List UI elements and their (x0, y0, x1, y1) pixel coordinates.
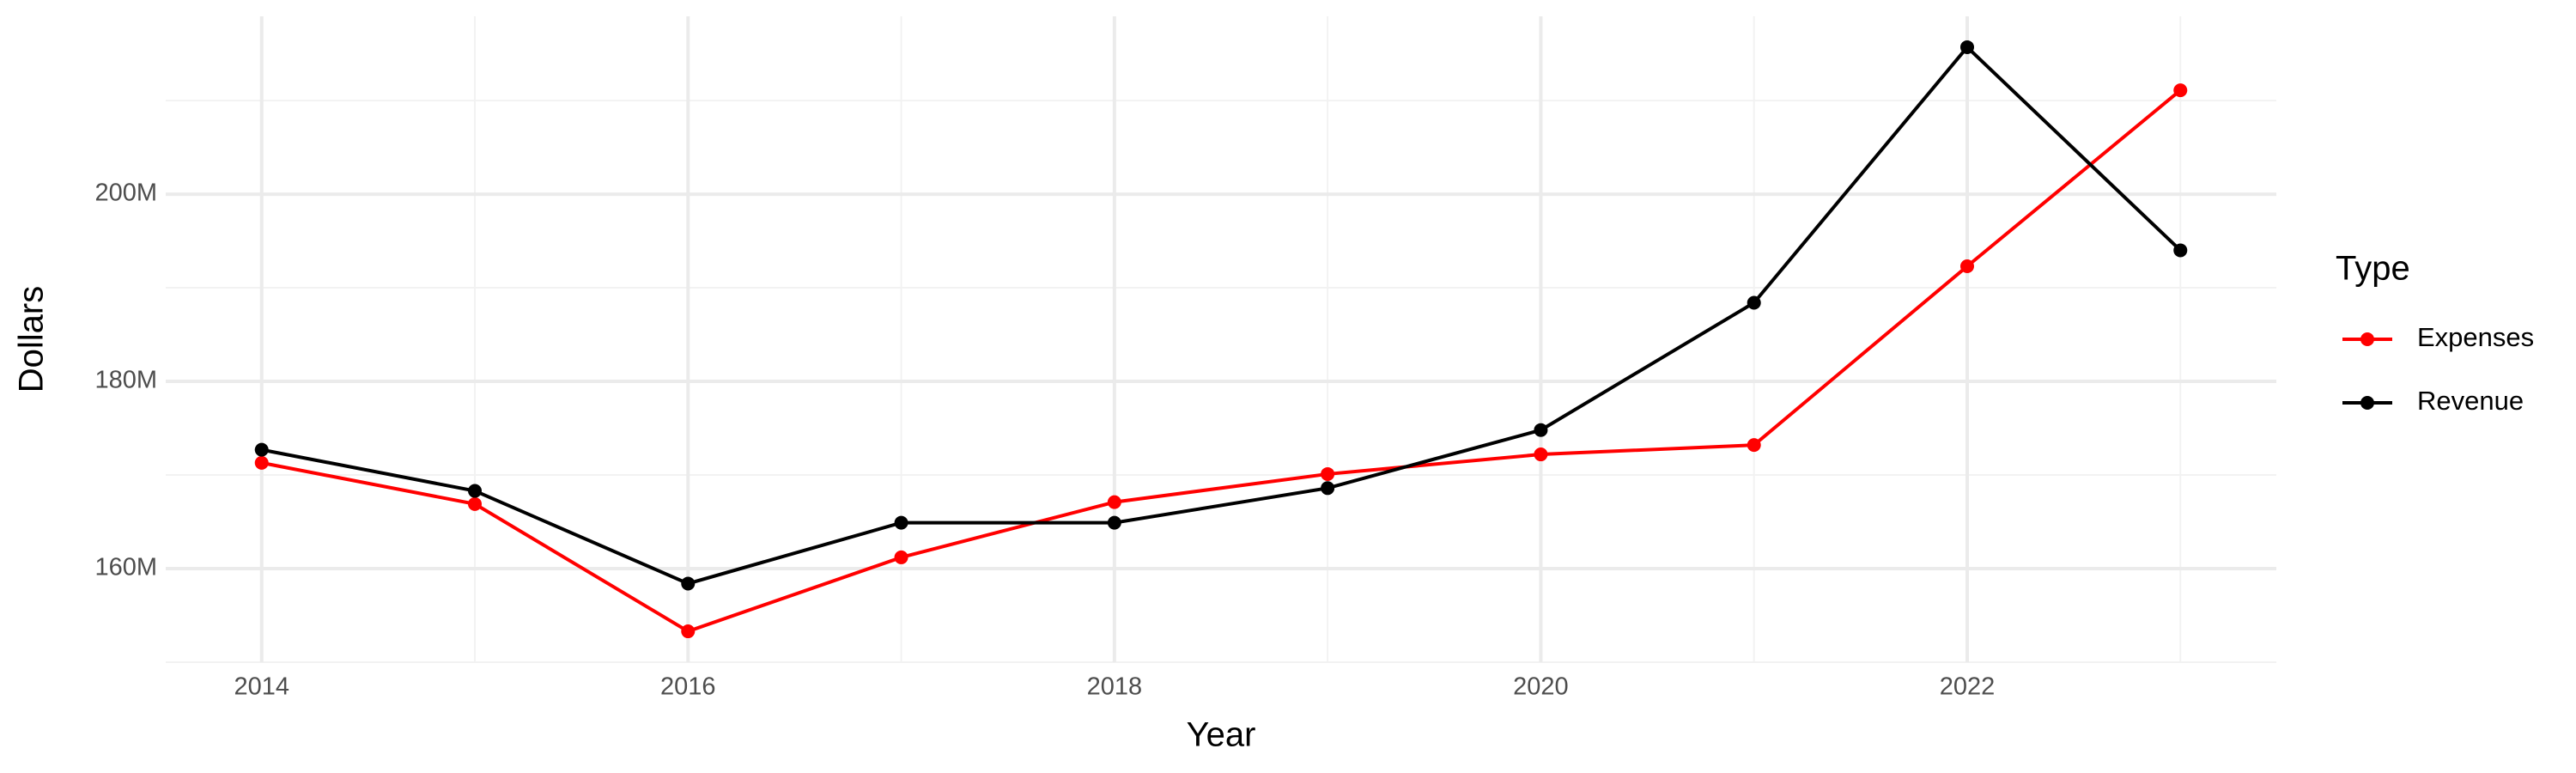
y-tick-label: 180M (94, 367, 157, 394)
series-line (261, 88, 2182, 634)
x-tick-label: 2022 (1940, 673, 1996, 701)
legend-label: Expenses (2417, 322, 2534, 352)
x-axis-title: Year (1187, 716, 1256, 754)
point (468, 484, 483, 498)
x-tick-label: 2014 (234, 673, 289, 701)
point (681, 624, 696, 639)
x-tick-label: 2020 (1513, 673, 1569, 701)
legend-key-point (2360, 396, 2374, 410)
point (254, 442, 269, 457)
point (1321, 466, 1335, 481)
y-axis-title: Dollars (13, 286, 51, 393)
y-tick-label: 200M (94, 180, 157, 207)
point (468, 496, 483, 511)
legend-label: Revenue (2417, 386, 2524, 416)
x-tick-label: 2018 (1087, 673, 1143, 701)
point (1321, 481, 1335, 496)
point (1534, 423, 1548, 437)
x-tick-label: 2016 (660, 673, 716, 701)
point (1107, 495, 1121, 509)
point (2173, 243, 2188, 258)
point (1959, 40, 1974, 54)
point (1747, 438, 1761, 453)
series-line (261, 45, 2182, 586)
point (894, 515, 908, 530)
point (2173, 83, 2188, 98)
y-tick-label: 160M (94, 554, 157, 581)
legend-title: Type (2336, 250, 2410, 288)
point (1747, 295, 1761, 310)
point (1534, 447, 1548, 462)
point (1959, 259, 1974, 273)
point (254, 455, 269, 470)
point (894, 550, 908, 564)
legend-key-point (2360, 332, 2374, 346)
point (1107, 515, 1121, 530)
point (681, 576, 696, 591)
